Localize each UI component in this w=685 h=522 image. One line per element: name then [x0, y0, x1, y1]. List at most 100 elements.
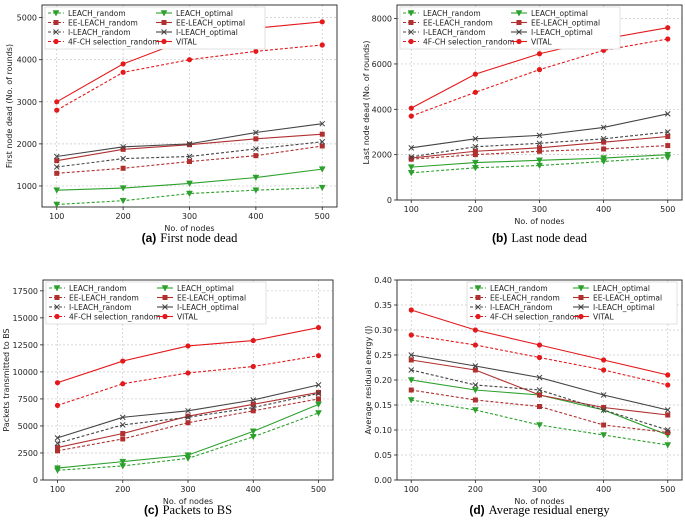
x-axis-label: No. of nodes [164, 224, 214, 233]
caption-text: First node dead [160, 231, 238, 245]
legend-entry: EE-LEACH_optimal [573, 293, 662, 302]
x-tick-label: 100 [404, 485, 419, 494]
legend-marker [516, 20, 522, 25]
legend-marker [408, 38, 414, 45]
legend-entry: LEACH_random [470, 284, 548, 293]
y-tick-label: 0.15 [374, 401, 392, 410]
series-I-LEACH_optimal [408, 352, 671, 413]
data-point [249, 428, 257, 435]
legend-marker [516, 38, 522, 45]
data-point [472, 71, 478, 77]
legend-entry: LEACH_random [403, 9, 481, 18]
data-point [120, 436, 126, 442]
legend-entry: I-LEACH_random [470, 303, 553, 312]
series-EE-LEACH_random [408, 387, 671, 435]
caption-text: Average residual energy [489, 503, 611, 517]
y-tick-label: 8000 [372, 15, 392, 24]
y-tick-label: 0.25 [374, 351, 392, 360]
data-point [407, 164, 415, 171]
data-point [315, 382, 322, 388]
series-I-LEACH_random [408, 367, 671, 433]
legend-label: I-LEACH_optimal [593, 303, 655, 312]
series-line [56, 168, 323, 191]
data-point [665, 25, 671, 31]
series-EE-LEACH_optimal [408, 134, 671, 161]
x-tick-label: 200 [115, 485, 130, 494]
data-point [185, 420, 191, 426]
legend-label: I-LEACH_optimal [177, 303, 239, 312]
data-point [665, 430, 671, 435]
legend-entry: I-LEACH_optimal [511, 28, 593, 37]
legend-label: VITAL [177, 312, 198, 321]
legend-box [44, 6, 266, 50]
caption-letter: (a) [142, 231, 157, 245]
caption-letter: (b) [492, 231, 507, 245]
y-tick-label: 12500 [13, 341, 38, 350]
legend-entry: EE-LEACH_random [49, 293, 139, 302]
series-4F-CH selection_random [408, 36, 671, 119]
legend-marker [53, 38, 59, 45]
data-point [120, 69, 126, 75]
legend-marker [578, 313, 584, 320]
data-point [408, 387, 414, 393]
x-tick-label: 300 [180, 485, 195, 494]
legend-label: VITAL [531, 37, 552, 46]
legend: LEACH_random LEACH_optimal EE-LEACH_random… [44, 6, 266, 50]
legend-marker [408, 20, 414, 25]
data-point [319, 143, 325, 149]
legend-box [399, 6, 621, 50]
legend-label: I-LEACH_random [490, 303, 553, 312]
data-point [120, 381, 126, 387]
data-point [54, 99, 60, 105]
legend-marker [52, 10, 60, 17]
data-point [664, 442, 672, 449]
data-point [408, 367, 415, 373]
legend-label: LEACH_random [490, 284, 548, 293]
series-line [56, 187, 323, 206]
y-axis-label: Packets transmitted to BS [2, 328, 11, 431]
x-axis-label: No. of nodes [514, 217, 564, 226]
y-tick-label: 15000 [13, 314, 38, 323]
series-line [411, 389, 668, 434]
data-point [408, 352, 415, 358]
legend-label: LEACH_optimal [177, 284, 234, 293]
x-tick-label: 400 [596, 205, 611, 214]
legend-marker [515, 10, 523, 17]
chart-panel-d: 100 200 300 400 500 0.00 0.05 0.10 0.15 0.20 0.25 0… [364, 276, 683, 517]
data-point [54, 440, 61, 447]
data-point [536, 342, 543, 348]
data-point [536, 51, 543, 57]
legend-entry: EE-LEACH_optimal [156, 18, 245, 27]
legend-marker [53, 20, 59, 25]
data-point [185, 370, 191, 376]
legend-entry: LEACH_optimal [156, 9, 233, 18]
data-point [537, 392, 542, 398]
data-point [315, 410, 322, 417]
data-point [664, 151, 672, 159]
data-point [250, 363, 256, 370]
data-point [186, 153, 193, 160]
data-point [55, 448, 60, 454]
data-point [316, 389, 321, 395]
x-tick-label: 500 [311, 485, 326, 494]
y-axis-label: Last node dead (No. of rounds) [362, 41, 371, 165]
panel-caption: (c) Packets to BS [144, 503, 232, 517]
data-point [186, 180, 193, 187]
data-point [250, 408, 256, 414]
legend-marker [475, 313, 481, 320]
legend-label: EE-LEACH_random [490, 293, 560, 302]
x-tick-label: 500 [660, 205, 675, 214]
series-line [56, 44, 323, 111]
y-tick-label: 2500 [18, 449, 38, 458]
series-LEACH_optimal [53, 166, 326, 194]
legend-marker [578, 295, 584, 300]
legend-marker [54, 304, 60, 310]
legend-label: I-LEACH_random [69, 303, 132, 312]
legend-entry: I-LEACH_random [403, 28, 486, 37]
data-point [471, 407, 479, 414]
data-point [53, 164, 60, 170]
y-tick-label: 7500 [18, 395, 38, 404]
legend-entry: EE-LEACH_optimal [511, 18, 600, 27]
data-point [55, 445, 60, 451]
